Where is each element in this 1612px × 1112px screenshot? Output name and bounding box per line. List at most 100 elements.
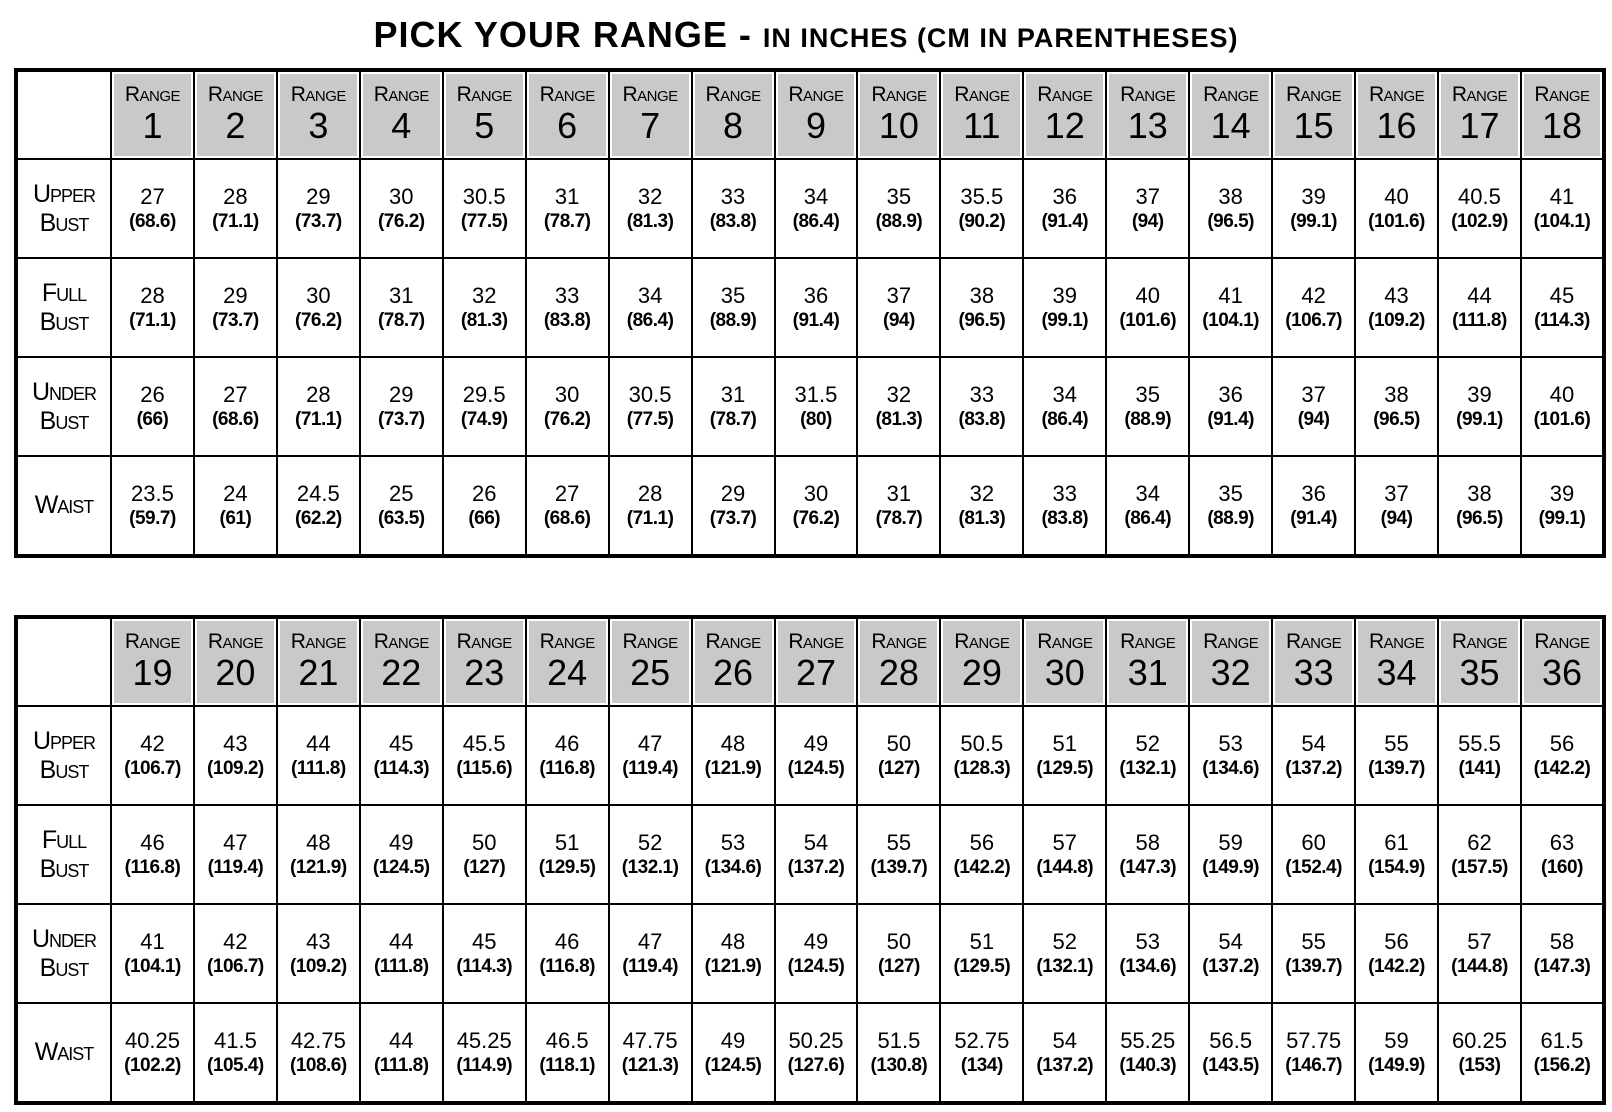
inches-value: 55.5 — [1458, 730, 1501, 756]
measurement-cell: 47.75121.3 — [607, 1002, 693, 1104]
cm-value: 77.5 — [610, 408, 691, 432]
range-header-cell: Range 36 — [1519, 616, 1606, 707]
cm-value: 114.3 — [361, 757, 442, 781]
range-number: 24 — [547, 652, 588, 693]
range-header-cell: Range 7 — [607, 69, 693, 160]
measurement-cell: 3999.1 — [1271, 158, 1357, 259]
cm-value: 153 — [1439, 1054, 1520, 1078]
cm-value: 68.6 — [112, 210, 193, 234]
inches-value: 37 — [1384, 480, 1409, 506]
range-number: 3 — [308, 105, 329, 146]
inches-value: 42.75 — [290, 1027, 346, 1053]
cm-value: 130.8 — [858, 1054, 939, 1078]
measurement-cell: 42106.7 — [1271, 257, 1357, 358]
range-number: 26 — [713, 652, 754, 693]
measurement-cell: 3076.2 — [773, 455, 859, 557]
measurement-cell: 46116.8 — [524, 705, 610, 806]
cm-value: 74.9 — [444, 408, 525, 432]
cm-value: 154.9 — [1356, 856, 1437, 880]
inches-value: 48 — [306, 829, 331, 855]
inches-value: 32 — [637, 183, 663, 209]
measurement-cell: 3178.7 — [524, 158, 610, 259]
range-number: 27 — [795, 652, 836, 693]
inches-value: 27 — [223, 381, 248, 407]
inches-value: 33 — [969, 381, 995, 407]
inches-value: 55 — [1384, 730, 1409, 756]
inches-value: 32 — [969, 480, 995, 506]
measurement-cell: 55139.7 — [1271, 903, 1357, 1004]
cm-value: 140.3 — [1107, 1054, 1188, 1078]
measurement-cell: 2973.7 — [275, 158, 361, 259]
range-number: 20 — [215, 652, 256, 693]
measurement-cell: 2871.1 — [110, 257, 195, 358]
range-header-cell: Range 20 — [192, 616, 278, 707]
range-header-cell: Range 9 — [773, 69, 859, 160]
cm-value: 119.4 — [610, 757, 691, 781]
inches-value: 36 — [1301, 480, 1326, 506]
cm-value: 94 — [1356, 507, 1437, 531]
range-number: 22 — [381, 652, 422, 693]
inches-value: 40 — [1135, 282, 1160, 308]
cm-value: 149.9 — [1190, 856, 1271, 880]
range-header-cell: Range 30 — [1022, 616, 1108, 707]
measurement-cell: 58147.3 — [1105, 804, 1191, 905]
row-label: Upper Bust — [15, 705, 112, 806]
range-word: Range — [207, 630, 264, 653]
measurement-cell: 2768.6 — [524, 455, 610, 557]
cm-value: 109.2 — [278, 955, 359, 979]
range-word: Range — [1451, 630, 1508, 653]
cm-value: 124.5 — [776, 757, 857, 781]
inches-value: 36 — [1052, 183, 1078, 209]
row-label-word: Waist — [34, 1038, 95, 1066]
row-label-word: Bust — [39, 953, 90, 982]
cm-value: 132.1 — [610, 856, 691, 880]
measurement-cell: 30.577.5 — [441, 158, 527, 259]
cm-value: 108.6 — [278, 1054, 359, 1078]
range-number: 15 — [1293, 105, 1334, 146]
inches-value: 58 — [1135, 829, 1160, 855]
cm-value: 73.7 — [693, 507, 774, 531]
inches-value: 45 — [1549, 282, 1575, 308]
inches-value: 28 — [140, 282, 165, 308]
cm-value: 157.5 — [1439, 856, 1520, 880]
measurement-cell: 3178.7 — [856, 455, 942, 557]
range-header-cell: Range 22 — [358, 616, 444, 707]
measurement-row: UpperBust42106.743109.244111.845114.345.… — [15, 705, 1606, 806]
measurement-cell: 3178.7 — [358, 257, 444, 358]
inches-value: 42 — [1301, 282, 1326, 308]
inches-value: 46 — [554, 730, 580, 756]
measurement-cell: 48121.9 — [690, 903, 776, 1004]
measurement-cell: 50.5128.3 — [939, 705, 1025, 806]
cm-value: 81.3 — [941, 507, 1022, 531]
cm-value: 143.5 — [1190, 1054, 1271, 1078]
inches-value: 52 — [1135, 730, 1160, 756]
measurement-cell: 45.25114.9 — [441, 1002, 527, 1104]
cm-value: 96.5 — [941, 309, 1022, 333]
cm-value: 63.5 — [361, 507, 442, 531]
cm-value: 102.9 — [1439, 210, 1520, 234]
inches-value: 44 — [389, 1027, 414, 1053]
cm-value: 91.4 — [1024, 210, 1105, 234]
cm-value: 119.4 — [610, 955, 691, 979]
measurement-cell: 60.25153 — [1437, 1002, 1522, 1104]
range-header-cell: Range 32 — [1188, 616, 1274, 707]
inches-value: 52.75 — [954, 1027, 1010, 1053]
measurement-cell: 56.5143.5 — [1188, 1002, 1274, 1104]
title-sub: IN INCHES (CM IN PARENTHESES) — [762, 23, 1239, 53]
range-number: 31 — [1127, 652, 1168, 693]
range-number: 7 — [640, 105, 661, 146]
range-header-cell: Range 5 — [441, 69, 527, 160]
cm-value: 88.9 — [1107, 408, 1188, 432]
inches-value: 43 — [306, 928, 331, 954]
range-word: Range — [871, 630, 927, 653]
inches-value: 30 — [803, 480, 829, 506]
measurement-cell: 47119.4 — [192, 804, 278, 905]
range-header-cell: Range 16 — [1354, 69, 1439, 160]
measurement-cell: 3486.4 — [607, 257, 693, 358]
measurement-cell: 59149.9 — [1354, 1002, 1439, 1104]
measurement-cell: 53134.6 — [1105, 903, 1191, 1004]
inches-value: 56 — [969, 829, 995, 855]
cm-value: 127 — [444, 856, 525, 880]
range-number: 36 — [1541, 652, 1582, 693]
measurement-cell: 2973.7 — [358, 356, 444, 457]
